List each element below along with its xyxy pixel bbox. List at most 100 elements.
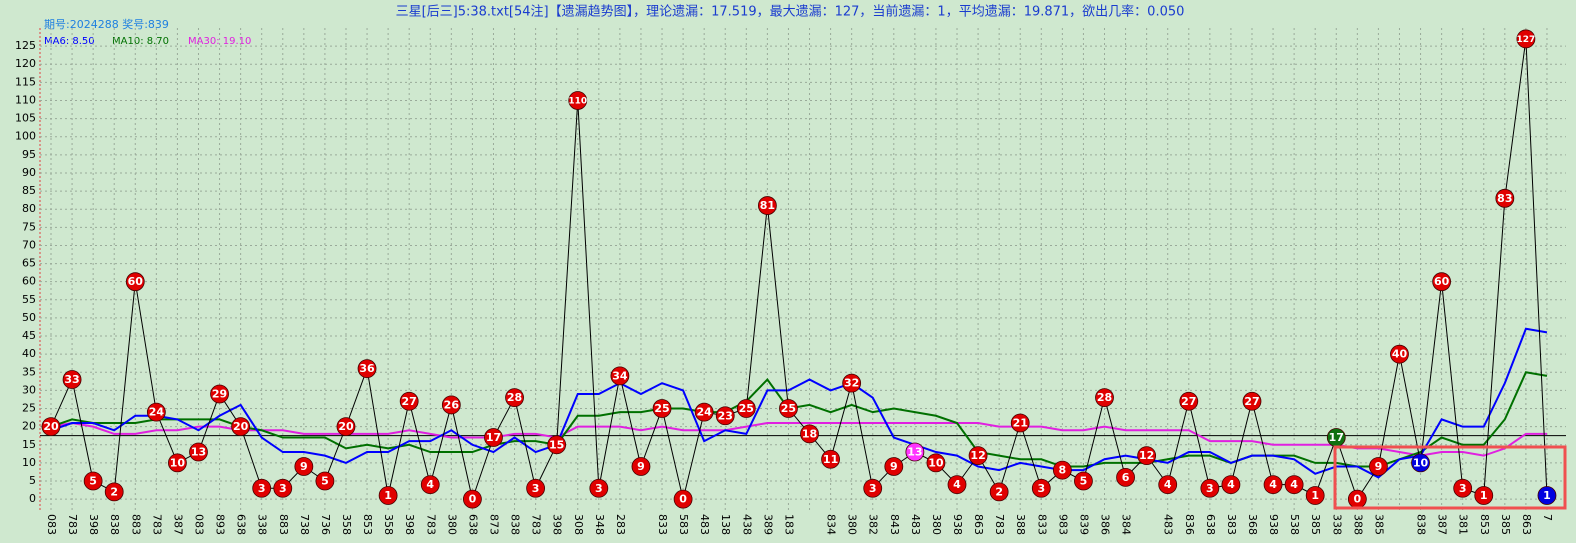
highlight-box <box>1333 445 1567 510</box>
x-tick-label: 083 <box>192 514 205 535</box>
y-tick-label: 90 <box>22 166 36 179</box>
y-tick-label: 55 <box>22 293 36 306</box>
data-label: 3 <box>595 482 603 495</box>
data-label: 4 <box>1269 478 1277 491</box>
data-label: 23 <box>718 409 733 422</box>
data-label: 127 <box>1517 35 1536 45</box>
data-label: 32 <box>844 377 859 390</box>
data-label: 4 <box>1227 478 1235 491</box>
data-label: 83 <box>1497 192 1512 205</box>
x-tick-label: 833 <box>656 514 669 535</box>
data-label: 1 <box>1311 489 1319 502</box>
marker <box>1432 272 1452 292</box>
data-label: 10 <box>928 456 944 469</box>
marker <box>800 424 819 444</box>
marker <box>757 196 777 215</box>
data-label: 10 <box>170 456 186 469</box>
data-label: 5 <box>89 475 97 488</box>
data-label: 25 <box>654 402 669 415</box>
marker <box>1158 475 1178 495</box>
x-tick-label: 380 <box>445 514 458 535</box>
x-tick-label: 538 <box>1288 514 1301 535</box>
marker <box>125 272 145 292</box>
data-label: 4 <box>1164 478 1172 491</box>
marker <box>1116 467 1135 487</box>
y-tick-label: 20 <box>22 420 36 433</box>
legend-ma10: MA10: 8.70 <box>112 36 169 47</box>
marker <box>1263 475 1283 495</box>
marker <box>547 435 567 455</box>
marker <box>821 449 840 469</box>
marker <box>441 395 461 415</box>
legend-ma30: MA30: 19.10 <box>188 36 251 47</box>
data-label: 17 <box>486 431 501 444</box>
x-tick-label: 398 <box>87 514 100 535</box>
marker <box>399 391 419 411</box>
data-label: 6 <box>1122 471 1130 484</box>
x-tick-label: 383 <box>1225 514 1238 535</box>
x-tick-label: 283 <box>614 514 627 535</box>
x-tick-label: 384 <box>1120 514 1133 535</box>
ma-line <box>50 327 1548 479</box>
x-tick-label: 833 <box>1035 514 1048 535</box>
marker <box>505 388 524 408</box>
x-tick-label: 388 <box>1014 514 1027 535</box>
data-label: 81 <box>760 199 775 212</box>
x-tick-label: 7 <box>1541 514 1554 521</box>
marker <box>1010 413 1030 433</box>
data-label: 12 <box>1139 449 1154 462</box>
ma-line <box>50 422 1547 457</box>
x-tick-label: 736 <box>319 514 332 535</box>
x-tick-label: 308 <box>572 514 585 535</box>
data-label: 28 <box>507 391 522 404</box>
x-tick-label: 838 <box>509 514 522 535</box>
x-tick-label: 938 <box>1267 514 1280 535</box>
marker <box>1095 388 1114 408</box>
x-tick-label: 183 <box>782 514 795 535</box>
marker <box>694 402 714 422</box>
y-tick-label: 5 <box>29 474 36 487</box>
x-tick-label: 983 <box>1056 514 1069 535</box>
data-label: 3 <box>1037 482 1045 495</box>
y-tick-label: 25 <box>22 402 36 415</box>
marker <box>294 457 314 476</box>
x-tick-label: 883 <box>129 514 142 535</box>
marker <box>210 384 229 404</box>
marker <box>989 482 1009 502</box>
data-label: 11 <box>823 453 838 466</box>
y-tick-label: 115 <box>15 75 36 88</box>
x-tick-label: 368 <box>1246 514 1259 535</box>
x-tick-label: 863 <box>972 514 985 535</box>
y-tick-label: 15 <box>22 438 36 451</box>
marker <box>1074 471 1093 491</box>
marker <box>1242 391 1262 411</box>
marker <box>357 359 377 379</box>
x-tick-label: 839 <box>1077 514 1090 535</box>
x-tick-label: 438 <box>740 514 753 535</box>
x-tick-label: 853 <box>1478 514 1491 535</box>
data-label: 25 <box>781 402 796 415</box>
x-tick-label: 338 <box>1330 514 1343 535</box>
y-tick-label: 120 <box>15 57 36 70</box>
data-label: 1 <box>384 489 392 502</box>
data-label: 5 <box>321 475 329 488</box>
data-label: 27 <box>1244 395 1259 408</box>
marker <box>715 406 735 426</box>
x-tick-label: 398 <box>403 514 416 535</box>
data-label: 3 <box>1206 482 1214 495</box>
data-label: 4 <box>426 478 434 491</box>
y-tick-label: 65 <box>22 257 36 270</box>
x-tick-label: 838 <box>108 514 121 535</box>
x-tick-label: 387 <box>1436 514 1449 535</box>
x-tick-label: 382 <box>867 514 880 535</box>
marker <box>273 478 293 498</box>
x-tick-label: 389 <box>761 514 774 535</box>
x-tick-label: 638 <box>466 514 479 535</box>
marker <box>652 399 672 418</box>
x-tick-label: 083 <box>45 514 58 535</box>
x-tick-label: 863 <box>1520 514 1533 535</box>
marker <box>1369 457 1388 476</box>
data-label: 2 <box>110 485 118 498</box>
x-tick-label: 381 <box>1457 514 1470 535</box>
data-label: 13 <box>907 446 922 459</box>
